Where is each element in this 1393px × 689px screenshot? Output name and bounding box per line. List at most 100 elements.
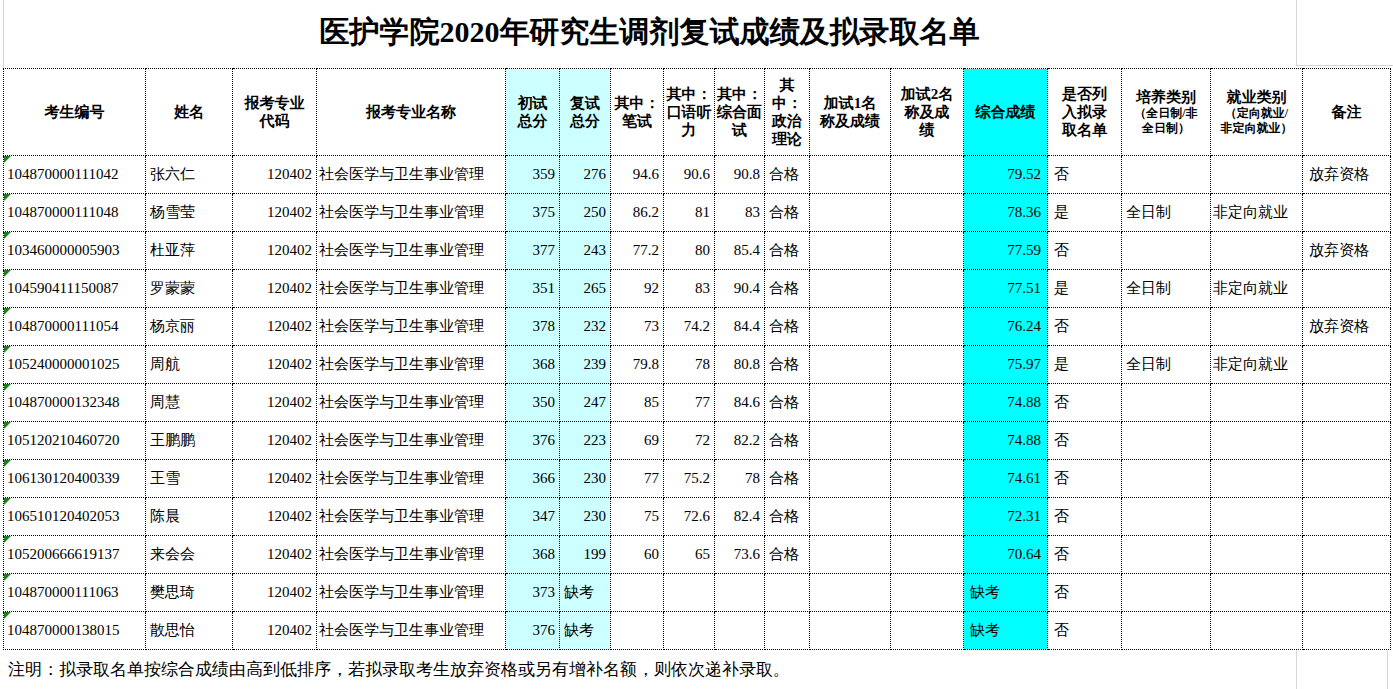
footer-note[interactable]: 注明：拟录取名单按综合成绩由高到低排序，若拟录取考生放弃资格或另有增补名额，则依… — [8, 649, 1388, 689]
cell-composite-score[interactable]: 79.52 — [964, 156, 1048, 194]
cell-extra-test-1[interactable] — [810, 346, 891, 384]
cell-extra-test-2[interactable] — [891, 460, 964, 498]
cell-political-theory[interactable]: 合格 — [765, 156, 810, 194]
cell-employment-category[interactable] — [1211, 498, 1303, 536]
cell-name[interactable]: 杨京丽 — [146, 308, 233, 346]
cell-comprehensive-interview[interactable]: 73.6 — [715, 536, 765, 574]
cell-political-theory[interactable] — [765, 612, 810, 650]
cell-candidate-id[interactable]: 104870000111054 — [4, 308, 146, 346]
cell-candidate-id[interactable]: 106510120402053 — [4, 498, 146, 536]
cell-written-test[interactable]: 79.8 — [611, 346, 664, 384]
cell-remarks[interactable] — [1303, 612, 1391, 650]
cell-name[interactable]: 来会会 — [146, 536, 233, 574]
cell-oral-listening[interactable]: 78 — [664, 346, 715, 384]
cell-major-code[interactable]: 120402 — [233, 422, 317, 460]
cell-extra-test-2[interactable] — [891, 422, 964, 460]
cell-admitted-flag[interactable]: 否 — [1048, 536, 1122, 574]
cell-training-category[interactable] — [1122, 232, 1211, 270]
cell-name[interactable]: 王雪 — [146, 460, 233, 498]
cell-oral-listening[interactable]: 65 — [664, 536, 715, 574]
cell-composite-score[interactable]: 缺考 — [964, 574, 1048, 612]
cell-initial-score[interactable]: 368 — [506, 536, 560, 574]
cell-major-name[interactable]: 社会医学与卫生事业管理 — [317, 460, 506, 498]
cell-initial-score[interactable]: 359 — [506, 156, 560, 194]
cell-initial-score[interactable]: 377 — [506, 232, 560, 270]
cell-initial-score[interactable]: 368 — [506, 346, 560, 384]
cell-comprehensive-interview[interactable]: 84.6 — [715, 384, 765, 422]
cell-training-category[interactable] — [1122, 612, 1211, 650]
cell-candidate-id[interactable]: 104590411150087 — [4, 270, 146, 308]
cell-training-category[interactable]: 全日制 — [1122, 194, 1211, 232]
cell-remarks[interactable] — [1303, 270, 1391, 308]
cell-training-category[interactable] — [1122, 384, 1211, 422]
cell-comprehensive-interview[interactable]: 78 — [715, 460, 765, 498]
cell-training-category[interactable] — [1122, 156, 1211, 194]
header-composite-score[interactable]: 综合成绩 — [964, 69, 1048, 156]
cell-employment-category[interactable] — [1211, 422, 1303, 460]
cell-comprehensive-interview[interactable]: 80.8 — [715, 346, 765, 384]
cell-oral-listening[interactable]: 75.2 — [664, 460, 715, 498]
header-name[interactable]: 姓名 — [146, 69, 233, 156]
cell-employment-category[interactable] — [1211, 536, 1303, 574]
cell-remarks[interactable] — [1303, 498, 1391, 536]
cell-name[interactable]: 张六仁 — [146, 156, 233, 194]
cell-major-name[interactable]: 社会医学与卫生事业管理 — [317, 536, 506, 574]
cell-initial-score[interactable]: 351 — [506, 270, 560, 308]
cell-extra-test-2[interactable] — [891, 612, 964, 650]
cell-retest-score[interactable]: 232 — [560, 308, 611, 346]
cell-written-test[interactable] — [611, 574, 664, 612]
cell-initial-score[interactable]: 376 — [506, 422, 560, 460]
cell-political-theory[interactable]: 合格 — [765, 422, 810, 460]
cell-name[interactable]: 杜亚萍 — [146, 232, 233, 270]
cell-admitted-flag[interactable]: 否 — [1048, 574, 1122, 612]
cell-oral-listening[interactable]: 77 — [664, 384, 715, 422]
cell-candidate-id[interactable]: 104870000132348 — [4, 384, 146, 422]
cell-employment-category[interactable]: 非定向就业 — [1211, 346, 1303, 384]
cell-written-test[interactable]: 73 — [611, 308, 664, 346]
cell-major-code[interactable]: 120402 — [233, 460, 317, 498]
cell-written-test[interactable] — [611, 612, 664, 650]
cell-initial-score[interactable]: 378 — [506, 308, 560, 346]
cell-comprehensive-interview[interactable]: 85.4 — [715, 232, 765, 270]
cell-admitted-flag[interactable]: 否 — [1048, 308, 1122, 346]
cell-major-name[interactable]: 社会医学与卫生事业管理 — [317, 194, 506, 232]
cell-extra-test-2[interactable] — [891, 308, 964, 346]
cell-admitted-flag[interactable]: 否 — [1048, 612, 1122, 650]
cell-composite-score[interactable]: 70.64 — [964, 536, 1048, 574]
cell-extra-test-1[interactable] — [810, 574, 891, 612]
cell-training-category[interactable] — [1122, 498, 1211, 536]
cell-written-test[interactable]: 69 — [611, 422, 664, 460]
cell-political-theory[interactable]: 合格 — [765, 270, 810, 308]
cell-oral-listening[interactable]: 83 — [664, 270, 715, 308]
header-extra-test-1[interactable]: 加试1名 称及成绩 — [810, 69, 891, 156]
cell-initial-score[interactable]: 375 — [506, 194, 560, 232]
cell-remarks[interactable] — [1303, 536, 1391, 574]
cell-written-test[interactable]: 92 — [611, 270, 664, 308]
cell-oral-listening[interactable]: 72.6 — [664, 498, 715, 536]
cell-retest-score[interactable]: 247 — [560, 384, 611, 422]
cell-training-category[interactable] — [1122, 308, 1211, 346]
cell-initial-score[interactable]: 376 — [506, 612, 560, 650]
cell-admitted-flag[interactable]: 是 — [1048, 194, 1122, 232]
cell-political-theory[interactable]: 合格 — [765, 536, 810, 574]
cell-training-category[interactable]: 全日制 — [1122, 346, 1211, 384]
header-training-category[interactable]: 培养类别（全日制/非 全日制） — [1122, 69, 1211, 156]
cell-training-category[interactable] — [1122, 536, 1211, 574]
cell-major-code[interactable]: 120402 — [233, 232, 317, 270]
cell-major-code[interactable]: 120402 — [233, 308, 317, 346]
cell-admitted-flag[interactable]: 否 — [1048, 156, 1122, 194]
header-major-name[interactable]: 报考专业名称 — [317, 69, 506, 156]
cell-name[interactable]: 杨雪莹 — [146, 194, 233, 232]
cell-political-theory[interactable]: 合格 — [765, 346, 810, 384]
cell-comprehensive-interview[interactable]: 84.4 — [715, 308, 765, 346]
cell-admitted-flag[interactable]: 否 — [1048, 460, 1122, 498]
cell-oral-listening[interactable]: 81 — [664, 194, 715, 232]
cell-composite-score[interactable]: 77.51 — [964, 270, 1048, 308]
cell-name[interactable]: 陈晨 — [146, 498, 233, 536]
cell-employment-category[interactable]: 非定向就业 — [1211, 270, 1303, 308]
cell-employment-category[interactable]: 非定向就业 — [1211, 194, 1303, 232]
cell-extra-test-1[interactable] — [810, 612, 891, 650]
cell-retest-score[interactable]: 276 — [560, 156, 611, 194]
header-written-test[interactable]: 其中： 笔试 — [611, 69, 664, 156]
cell-composite-score[interactable]: 74.88 — [964, 422, 1048, 460]
